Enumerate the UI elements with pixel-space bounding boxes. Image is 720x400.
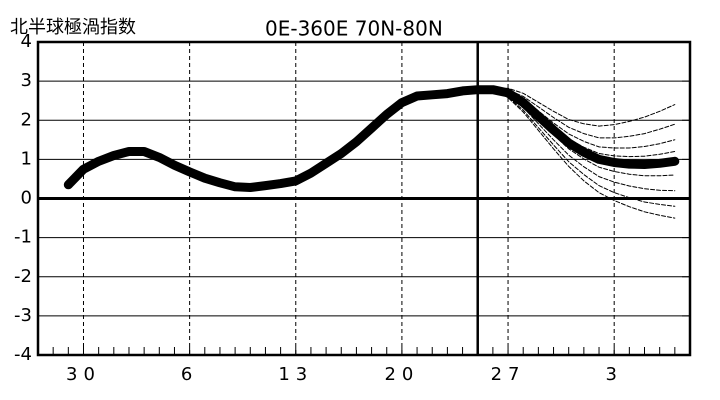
ensemble-line bbox=[492, 89, 676, 207]
chart-title: 北半球極渦指数 bbox=[10, 17, 136, 38]
ensemble-line bbox=[492, 89, 676, 192]
plot-frame bbox=[36, 40, 692, 357]
y-tick-label: 3 bbox=[21, 70, 32, 91]
y-tick-label: 4 bbox=[21, 31, 32, 52]
y-tick-label: 1 bbox=[21, 148, 32, 169]
y-tick-label: -4 bbox=[14, 344, 32, 365]
x-tick-label: 20 bbox=[384, 364, 419, 385]
y-tick-label: -3 bbox=[14, 305, 32, 326]
y-tick-label: -1 bbox=[14, 227, 32, 248]
x-tick-label: 3 bbox=[605, 364, 622, 385]
chart-subtitle: 0E-360E 70N-80N bbox=[265, 17, 443, 41]
x-tick-label: 6 bbox=[181, 364, 198, 385]
ensemble-line bbox=[492, 89, 676, 139]
y-tick-label: -2 bbox=[14, 266, 32, 287]
x-tick-label: 30 bbox=[66, 364, 101, 385]
main-line bbox=[63, 85, 680, 192]
ensemble-line bbox=[492, 87, 676, 127]
ensemble-line bbox=[492, 89, 676, 219]
x-tick-label: 13 bbox=[278, 364, 313, 385]
y-tick-label: 2 bbox=[21, 109, 32, 130]
x-tick-label: 27 bbox=[491, 364, 526, 385]
y-tick-label: 0 bbox=[21, 188, 32, 209]
